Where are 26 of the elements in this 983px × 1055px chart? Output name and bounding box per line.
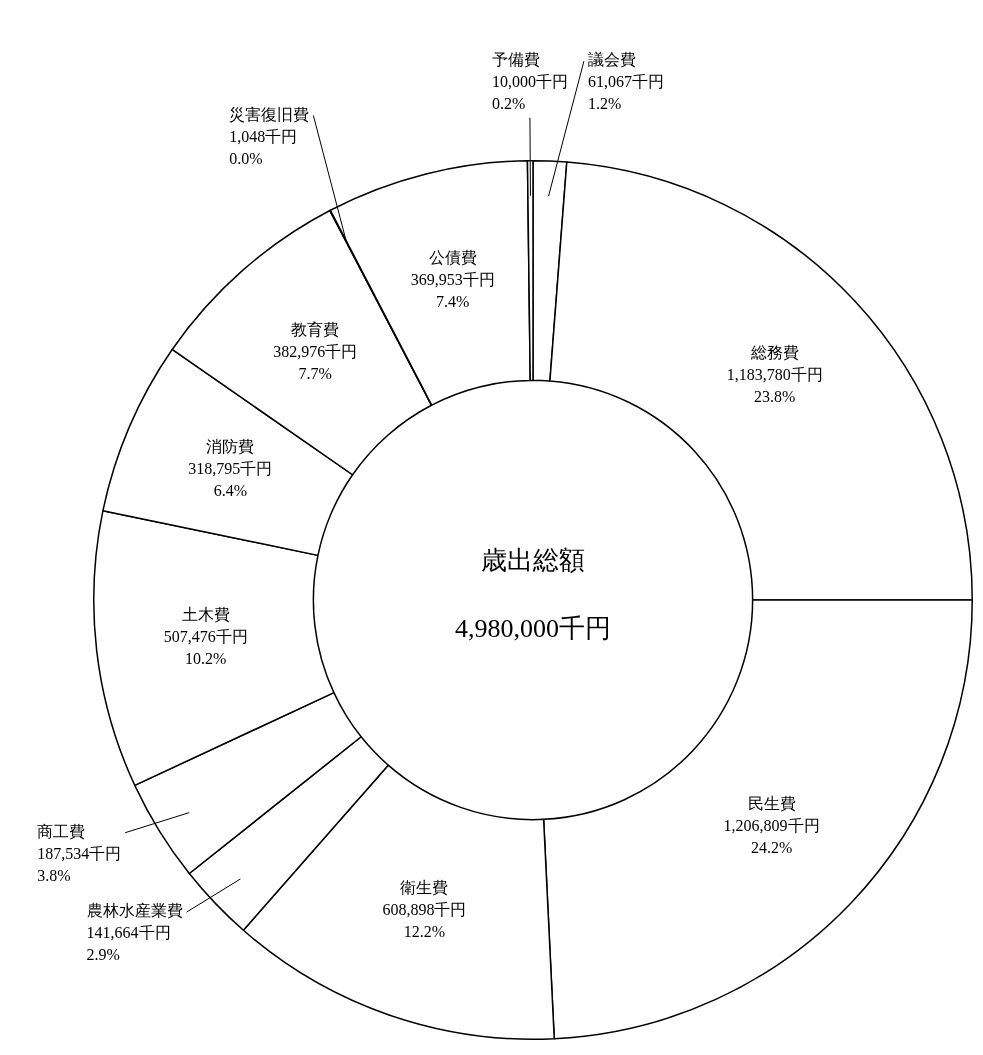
data-label: 187,534千円 3.8% [37, 844, 122, 884]
slice-label: 衛生費 [400, 879, 449, 897]
slice-label: 公債費 [428, 248, 477, 266]
slice-label: 教育費 [291, 321, 340, 339]
data-label: 1,206,809千円 24.2% [723, 817, 820, 857]
data-label: 382,976千円 7.7% [273, 343, 358, 383]
data-label: 10,000千円 0.2% [491, 72, 568, 112]
slice-label: 民生費 [747, 795, 796, 813]
slice-label: 予備費 [491, 50, 540, 68]
data-label: 507,476千円 10.2% [163, 628, 248, 668]
data-label: 1,048千円 0.0% [229, 127, 298, 167]
text: 歳出総額 [481, 545, 585, 575]
slice-label: 商工費 [37, 822, 86, 840]
slice-label: 災害復旧費 [229, 105, 310, 123]
data-label: 369,953千円 7.4% [410, 270, 495, 310]
data-label: 141,664千円 2.9% [86, 924, 171, 964]
slice-label: 土木費 [181, 606, 230, 624]
slice-label: 農林水産業費 [86, 902, 183, 920]
data-label: 1,183,780千円 23.8% [726, 366, 823, 406]
text: 4,980,000千円 [455, 613, 611, 643]
slice-label: 消防費 [206, 438, 255, 456]
slice-label: 議会費 [587, 51, 636, 69]
slice-label: 総務費 [749, 344, 799, 362]
data-label: 61,067千円 1.2% [587, 73, 664, 113]
data-label: 608,898千円 12.2% [382, 901, 467, 941]
data-label: 318,795千円 6.4% [188, 460, 273, 500]
